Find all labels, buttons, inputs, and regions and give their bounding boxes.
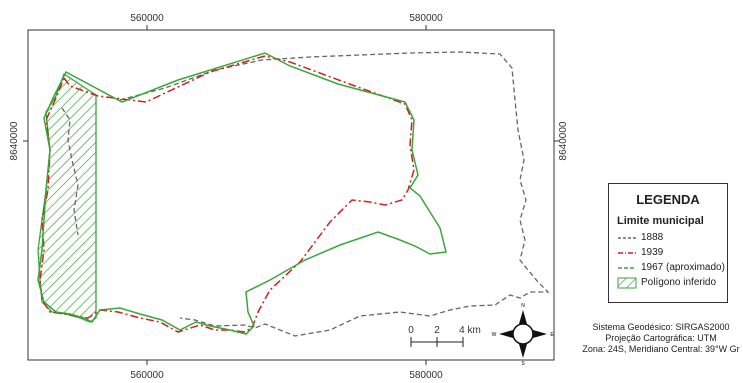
- scale-label: 4 km: [459, 325, 481, 336]
- legend-label: Polígono inferido: [641, 277, 717, 288]
- legend-subtitle: Limite municipal: [617, 215, 704, 227]
- dashed-line-icon: [618, 236, 636, 239]
- north-arrow-icon: N E S W: [492, 303, 555, 367]
- top-tick-label: 560000: [130, 13, 164, 24]
- hatched-polygon-icon: [617, 277, 637, 288]
- legend-item-1888: 1888: [617, 230, 727, 245]
- legend-item-1967: 1967 (aproximado): [617, 260, 727, 275]
- boundary-1939: [39, 55, 415, 333]
- north-label: N: [521, 303, 525, 309]
- legend-label: 1967 (aproximado): [641, 262, 725, 273]
- scale-bar: 0 2 4 km: [408, 325, 481, 347]
- right-tick-label: 8640000: [558, 121, 569, 160]
- west-label: W: [492, 332, 497, 338]
- map-frame: [27, 29, 555, 361]
- credit-line: Zona: 24S, Meridiano Central: 39°W Gr: [582, 344, 740, 354]
- south-label: S: [521, 361, 525, 367]
- credit-line: Projeção Cartográfica: UTM: [605, 333, 717, 343]
- bottom-tick-label: 580000: [409, 370, 443, 381]
- legend-title: LEGENDA: [636, 192, 700, 207]
- top-tick-label: 580000: [409, 13, 443, 24]
- legend-label: 1888: [641, 232, 664, 243]
- credit-line: Sistema Geodésico: SIRGAS2000: [592, 322, 730, 332]
- legend-item-polygon: Polígono inferido: [617, 275, 727, 290]
- solid-line-icon: [618, 266, 636, 269]
- dash-dot-line-icon: [618, 251, 636, 254]
- scale-label: 0: [408, 325, 414, 336]
- left-tick-label: 8640000: [9, 121, 20, 160]
- legend-box: LEGENDA Limite municipal 1888 1939 1967 …: [608, 183, 728, 303]
- boundary-1888: [61, 51, 550, 337]
- scale-label: 2: [434, 325, 440, 336]
- map-credits: Sistema Geodésico: SIRGAS2000 Projeção C…: [576, 322, 743, 355]
- legend-label: 1939: [641, 247, 664, 258]
- legend-item-1939: 1939: [617, 245, 727, 260]
- bottom-tick-label: 560000: [130, 370, 164, 381]
- east-label: E: [550, 332, 554, 338]
- boundary-1967: [37, 52, 447, 335]
